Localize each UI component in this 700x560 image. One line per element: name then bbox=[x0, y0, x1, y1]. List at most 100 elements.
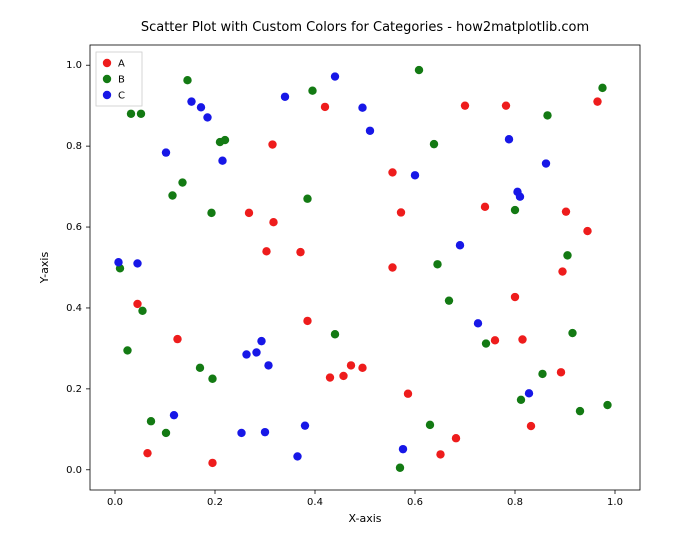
scatter-point bbox=[404, 390, 412, 398]
legend-label: B bbox=[118, 75, 125, 86]
scatter-point bbox=[170, 411, 178, 419]
scatter-point bbox=[397, 208, 405, 216]
scatter-point bbox=[558, 267, 566, 275]
scatter-point bbox=[430, 140, 438, 148]
scatter-point bbox=[281, 93, 289, 101]
scatter-point bbox=[396, 464, 404, 472]
scatter-point bbox=[257, 337, 265, 345]
scatter-point bbox=[208, 459, 216, 467]
scatter-point bbox=[178, 178, 186, 186]
y-tick-label: 0.4 bbox=[66, 303, 82, 314]
scatter-point bbox=[481, 203, 489, 211]
scatter-point bbox=[218, 157, 226, 165]
scatter-point bbox=[527, 422, 535, 430]
y-tick-label: 0.0 bbox=[66, 465, 82, 476]
y-tick-label: 1.0 bbox=[66, 60, 82, 71]
scatter-point bbox=[452, 434, 460, 442]
scatter-point bbox=[203, 113, 211, 121]
scatter-point bbox=[388, 263, 396, 271]
scatter-point bbox=[196, 364, 204, 372]
scatter-point bbox=[358, 364, 366, 372]
scatter-point bbox=[445, 296, 453, 304]
scatter-point bbox=[411, 171, 419, 179]
scatter-point bbox=[173, 335, 181, 343]
scatter-point bbox=[426, 421, 434, 429]
scatter-point bbox=[197, 103, 205, 111]
scatter-point bbox=[505, 135, 513, 143]
scatter-point bbox=[326, 373, 334, 381]
scatter-point bbox=[339, 372, 347, 380]
scatter-point bbox=[293, 452, 301, 460]
scatter-point bbox=[491, 336, 499, 344]
scatter-point bbox=[269, 218, 277, 226]
scatter-point bbox=[538, 370, 546, 378]
scatter-point bbox=[583, 227, 591, 235]
scatter-point bbox=[358, 104, 366, 112]
chart-container: 0.00.20.40.60.81.00.00.20.40.60.81.0X-ax… bbox=[0, 0, 700, 560]
scatter-point bbox=[474, 319, 482, 327]
scatter-point bbox=[221, 136, 229, 144]
scatter-point bbox=[563, 251, 571, 259]
legend-label: A bbox=[118, 59, 125, 70]
scatter-point bbox=[562, 207, 570, 215]
scatter-point bbox=[168, 191, 176, 199]
scatter-point bbox=[245, 209, 253, 217]
scatter-point bbox=[525, 389, 533, 397]
scatter-point bbox=[511, 293, 519, 301]
scatter-point bbox=[303, 317, 311, 325]
scatter-point bbox=[598, 84, 606, 92]
scatter-point bbox=[147, 417, 155, 425]
x-tick-label: 0.0 bbox=[107, 497, 123, 508]
x-tick-label: 1.0 bbox=[607, 497, 623, 508]
y-axis-label: Y-axis bbox=[38, 252, 51, 285]
legend-marker bbox=[103, 59, 111, 67]
x-tick-label: 0.8 bbox=[507, 497, 523, 508]
scatter-point bbox=[331, 330, 339, 338]
scatter-point bbox=[162, 148, 170, 156]
scatter-point bbox=[593, 97, 601, 105]
scatter-point bbox=[262, 247, 270, 255]
scatter-point bbox=[456, 241, 464, 249]
legend-marker bbox=[103, 91, 111, 99]
scatter-point bbox=[557, 368, 565, 376]
scatter-point bbox=[518, 335, 526, 343]
y-tick-label: 0.2 bbox=[66, 384, 82, 395]
scatter-point bbox=[511, 206, 519, 214]
scatter-point bbox=[366, 127, 374, 135]
scatter-point bbox=[517, 396, 525, 404]
scatter-point bbox=[415, 66, 423, 74]
scatter-point bbox=[308, 87, 316, 95]
scatter-point bbox=[502, 101, 510, 109]
scatter-point bbox=[576, 407, 584, 415]
scatter-point bbox=[603, 401, 611, 409]
scatter-point bbox=[237, 429, 245, 437]
scatter-point bbox=[208, 375, 216, 383]
legend-label: C bbox=[118, 91, 125, 102]
legend-marker bbox=[103, 75, 111, 83]
scatter-point bbox=[543, 111, 551, 119]
scatter-point bbox=[133, 300, 141, 308]
x-tick-label: 0.6 bbox=[407, 497, 423, 508]
scatter-point bbox=[516, 193, 524, 201]
scatter-point bbox=[137, 110, 145, 118]
scatter-point bbox=[268, 140, 276, 148]
scatter-point bbox=[347, 361, 355, 369]
scatter-point bbox=[183, 76, 191, 84]
x-tick-label: 0.4 bbox=[307, 497, 323, 508]
scatter-point bbox=[127, 110, 135, 118]
scatter-point bbox=[296, 248, 304, 256]
scatter-point bbox=[331, 72, 339, 80]
scatter-point bbox=[301, 421, 309, 429]
scatter-chart: 0.00.20.40.60.81.00.00.20.40.60.81.0X-ax… bbox=[0, 0, 700, 560]
scatter-point bbox=[388, 168, 396, 176]
scatter-point bbox=[433, 260, 441, 268]
scatter-point bbox=[482, 339, 490, 347]
scatter-point bbox=[568, 329, 576, 337]
scatter-point bbox=[321, 103, 329, 111]
scatter-point bbox=[436, 450, 444, 458]
scatter-point bbox=[143, 449, 151, 457]
scatter-point bbox=[461, 101, 469, 109]
x-tick-label: 0.2 bbox=[207, 497, 223, 508]
scatter-point bbox=[187, 97, 195, 105]
chart-title: Scatter Plot with Custom Colors for Cate… bbox=[141, 20, 589, 35]
